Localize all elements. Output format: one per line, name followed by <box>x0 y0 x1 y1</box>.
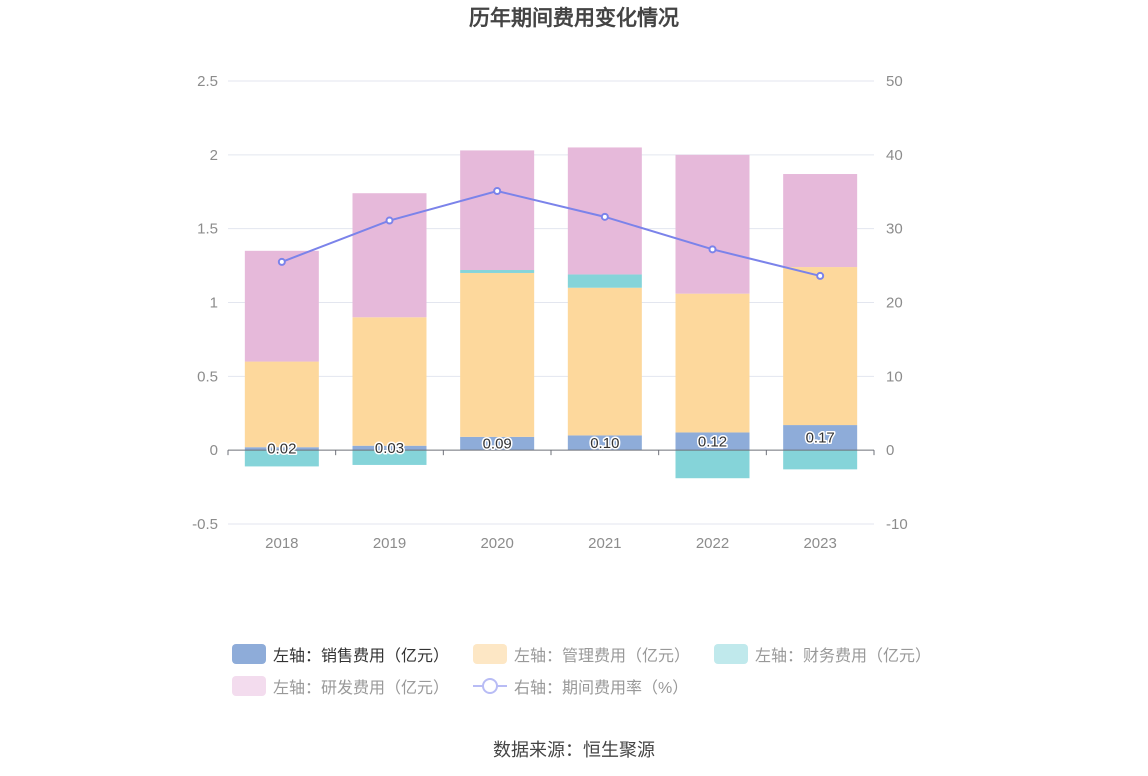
legend-swatch-finance <box>714 644 749 664</box>
bar-data-label: 0.03 <box>375 440 404 457</box>
x-tick-label: 2021 <box>588 535 621 552</box>
legend-item-rnd[interactable]: 左轴：研发费用（亿元） <box>232 674 449 698</box>
data-source: 数据来源：恒生聚源 <box>493 740 655 760</box>
legend-label: 右轴：期间费用率（%） <box>514 680 689 697</box>
bar-segment <box>783 425 858 451</box>
x-tick-label: 2022 <box>696 535 729 552</box>
legend-item-sales[interactable]: 左轴：销售费用（亿元） <box>232 642 449 666</box>
right-tick-label: 30 <box>886 221 903 238</box>
bar-segment <box>244 450 319 467</box>
bar-data-label: 0.17 <box>806 430 835 447</box>
legend-label: 左轴：管理费用（亿元） <box>514 648 691 665</box>
rate-point <box>816 271 825 280</box>
bar-data-label: 0.12 <box>698 433 727 450</box>
x-tick-label: 2019 <box>373 535 406 552</box>
left-tick-label: -0.5 <box>192 516 218 533</box>
bar-segment <box>352 193 427 318</box>
bar-segment <box>783 174 858 268</box>
bar-segment <box>783 267 858 426</box>
rate-line <box>277 187 825 280</box>
legend-label: 左轴：研发费用（亿元） <box>273 680 450 697</box>
bar-segment <box>460 150 535 271</box>
left-tick-label: 1.5 <box>197 221 218 238</box>
legend-swatch-sales <box>232 644 266 664</box>
left-tick-label: 0.5 <box>197 368 218 385</box>
legend-item-admin[interactable]: 左轴：管理费用（亿元） <box>473 642 690 666</box>
right-tick-label: 20 <box>886 295 903 312</box>
rate-point <box>493 187 502 196</box>
right-tick-label: 0 <box>886 442 894 459</box>
axes: -0.5 -10 0 0 0.5 10 1 20 1.5 30 2 40 2.5 50 2018 2019 20… <box>192 73 908 552</box>
x-tick-label: 2023 <box>803 535 836 552</box>
rate-point <box>385 216 394 225</box>
right-tick-label: 50 <box>886 73 903 90</box>
legend-row-1: 左轴：销售费用（亿元） 左轴：管理费用（亿元） 左轴：财务费用（亿元） <box>232 638 932 670</box>
x-tick-label: 2020 <box>480 535 513 552</box>
right-tick-label: -10 <box>886 516 908 533</box>
right-tick-label: 10 <box>886 368 903 385</box>
bar-segment <box>783 450 858 470</box>
rate-point <box>277 257 286 266</box>
bar-segment <box>460 272 535 437</box>
bar-segment <box>352 450 427 465</box>
legend-item-rate[interactable]: 右轴：期间费用率（%） <box>473 674 688 698</box>
left-tick-label: 2.5 <box>197 73 218 90</box>
bars <box>244 147 858 479</box>
left-tick-label: 1 <box>210 295 218 312</box>
bar-segment <box>244 447 319 451</box>
bar-data-label: 0.02 <box>267 441 296 458</box>
bar-segment <box>244 361 319 448</box>
rate-point <box>708 245 717 254</box>
legend-swatch-admin <box>473 644 508 664</box>
legend-swatch-rnd <box>232 676 266 696</box>
bar-segment <box>567 435 642 451</box>
bar-segment <box>567 274 642 288</box>
bar-segment <box>244 250 319 362</box>
bar-segment <box>675 293 750 433</box>
rate-line-path <box>281 189 821 277</box>
bar-data-label: 0.09 <box>483 436 512 453</box>
left-tick-label: 2 <box>210 147 218 164</box>
chart-title: 历年期间费用变化情况 <box>469 7 679 30</box>
left-tick-label: 0 <box>210 442 218 459</box>
rate-point <box>600 212 609 221</box>
legend-line-marker-icon <box>473 676 508 696</box>
bar-segment <box>675 432 750 451</box>
legend-label: 左轴：财务费用（亿元） <box>755 648 932 665</box>
gridlines <box>228 80 874 525</box>
bar-segment <box>675 450 750 479</box>
legend: 左轴：销售费用（亿元） 左轴：管理费用（亿元） 左轴：财务费用（亿元） 左轴：研… <box>232 638 932 702</box>
bar-segment <box>567 287 642 436</box>
legend-item-finance[interactable]: 左轴：财务费用（亿元） <box>714 642 931 666</box>
x-tick-label: 2018 <box>265 535 298 552</box>
bar-data-label: 0.10 <box>590 435 619 452</box>
bar-segment <box>460 270 535 273</box>
bar-segment <box>352 445 427 451</box>
bar-segment <box>352 317 427 446</box>
legend-row-2: 左轴：研发费用（亿元） 右轴：期间费用率（%） <box>232 670 932 702</box>
right-tick-label: 40 <box>886 147 903 164</box>
chart-canvas: -0.5 -10 0 0 0.5 10 1 20 1.5 30 2 40 2.5 50 2018 2019 20… <box>192 73 908 552</box>
bar-segment <box>675 154 750 294</box>
bar-segment <box>460 436 535 451</box>
legend-label: 左轴：销售费用（亿元） <box>273 648 450 665</box>
data-labels: 0.02 0.03 0.09 0.10 0.12 0.17 <box>266 428 837 459</box>
